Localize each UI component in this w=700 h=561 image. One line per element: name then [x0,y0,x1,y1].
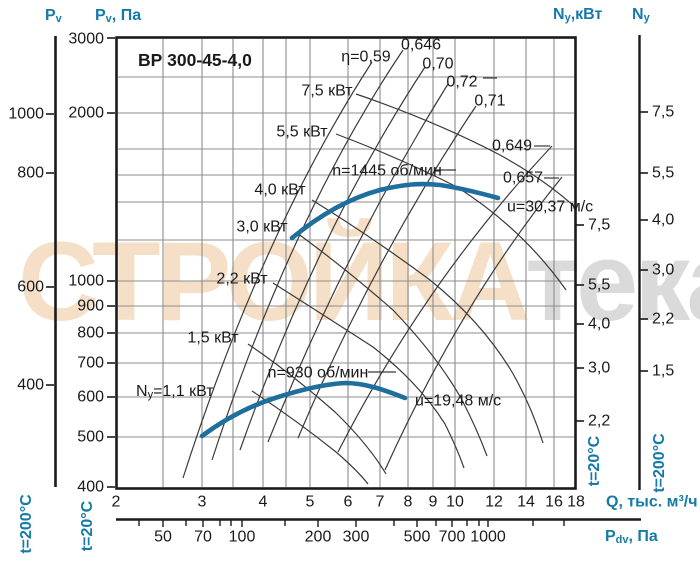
power-curves [247,93,577,485]
axis-tick-label: 7 [376,494,385,511]
axis-tick-label: 5,5 [652,165,674,182]
axis-tick-label: 3,0 [588,360,610,377]
temp-left-outer: t=200°C [18,494,35,554]
axis-tick-label: 600 [17,279,44,296]
axis-tick-label: 800 [77,325,104,342]
power-label: 1,5 кВт [187,330,239,347]
axis-tick-label: 800 [17,165,44,182]
pdv-axis: 50 70 100 200 300 500 700 1000 [116,518,641,546]
plot-frame [115,36,577,490]
power-label-1-1: Ny=1,1 кВт [136,383,214,402]
power-label: 4,0 кВт [254,182,306,199]
axis-tick-label: 5 [306,494,315,511]
axis-tick-label: 500 [404,529,431,546]
axis-tick-label: 400 [77,479,104,496]
axis-tick-label: 500 [77,429,104,446]
power-label: 3,0 кВт [236,219,288,236]
axis-tick-label: 600 [77,389,104,406]
header-ny-kvt: Ny,кВт [553,6,602,25]
chart-title: ВР 300-45-4,0 [138,50,252,70]
axis-tick-label: 2,2 [652,311,674,328]
axis-tick-label: 700 [439,529,466,546]
speed-labels: n=1445 об/мин n=930 об/мин u=30,37 м/с u… [268,163,594,410]
axis-tick-label: 4,0 [588,316,610,333]
leader-lines [368,77,559,373]
axis-tick-label: 18 [567,494,585,511]
axis-headers: Pv Pv, Па Ny,кВт Ny Q, тыс. м³/ч Pdv, Па [45,6,698,547]
header-pdv: Pdv, Па [605,528,658,547]
eta-label: 0,71 [474,93,505,110]
axis-tick-label: 9 [429,494,438,511]
axis-tick-label: 12 [485,494,503,511]
eta-label: 0,657 [503,170,543,187]
header-pv-pa: Pv, Па [95,7,141,26]
header-pv: Pv [45,7,63,26]
axis-tick-label: 14 [517,494,535,511]
rpm-label-high: n=1445 об/мин [332,163,442,180]
temp-right-outer: t=200°C [651,433,668,493]
axis-tick-label: 4,0 [652,212,674,229]
axis-tick-label: 7,5 [652,104,674,121]
axis-tick-label: 1000 [68,273,104,290]
fan-curves [199,181,501,439]
tip-speed-high: u=30,37 м/с [507,199,593,216]
axis-tick-label: 50 [154,529,172,546]
axis-tick-label: 3,0 [652,262,674,279]
axis-tick-label: 1000 [470,529,506,546]
axis-tick-label: 1000 [8,106,44,123]
axis-tick-label: 10 [446,494,464,511]
tip-speed-low: u=19,48 м/с [415,393,501,410]
curve-n930 [199,380,408,439]
axis-tick-label: 2 [112,494,121,511]
efficiency-labels: η=0,59 0,646 0,70 0,72 0,71 0,649 0,657 [341,37,543,187]
axis-tick-label: 400 [17,377,44,394]
axis-tick-label: 900 [77,298,104,315]
axis-tick-label: 8 [404,494,413,511]
power-label: 7,5 кВт [301,83,353,100]
right-inner-axis: 7,5 5,5 4,0 3,0 2,2 [576,217,610,430]
axis-tick-label: 2,2 [588,413,610,430]
axis-tick-label: 5,5 [588,277,610,294]
right-outer-axis: 7,5 5,5 4,0 3,0 2,2 1,5 [638,35,674,490]
axis-tick-label: 100 [229,529,256,546]
axis-tick-label: 2000 [68,105,104,122]
axis-tick-label: 6 [344,494,353,511]
axis-tick-label: 7,5 [588,217,610,234]
power-labels: 7,5 кВт 5,5 кВт 4,0 кВт 3,0 кВт 2,2 кВт … [136,83,353,402]
axis-tick-label: 1,5 [652,363,674,380]
temp-right-inner: t=20°C [586,435,603,486]
axis-tick-label: 70 [194,529,212,546]
axis-tick-label: 200 [305,529,332,546]
eta-label: 0,70 [422,56,453,73]
curve-n1445 [289,181,501,241]
q-axis-labels: 2 3 4 5 6 7 8 9 10 12 14 16 18 [112,494,585,511]
axis-tick-label: 300 [343,529,370,546]
axis-tick-label: 4 [259,494,268,511]
axis-tick-label: 3000 [68,31,104,48]
header-q: Q, тыс. м³/ч [606,494,698,511]
temp-left-inner: t=20°C [79,500,96,551]
eta-label: 0,72 [446,74,477,91]
axis-tick-label: 3 [198,494,207,511]
eta-label: 0,646 [401,37,441,54]
left-inner-axis: 3000 2000 1000 900 800 700 600 500 400 [68,31,115,496]
left-outer-axis: 1000 800 600 400 [8,36,57,487]
axis-tick-label: 16 [545,494,563,511]
eta-label: η=0,59 [341,49,390,66]
rpm-label-low: n=930 об/мин [268,365,369,382]
power-label: 2,2 кВт [216,271,268,288]
eta-label: 0,649 [492,138,532,155]
header-ny: Ny [632,6,651,25]
power-label: 5,5 кВт [276,124,328,141]
temperature-labels: t=200°C t=20°C t=20°C t=200°C [18,433,668,554]
axis-tick-label: 700 [77,355,104,372]
